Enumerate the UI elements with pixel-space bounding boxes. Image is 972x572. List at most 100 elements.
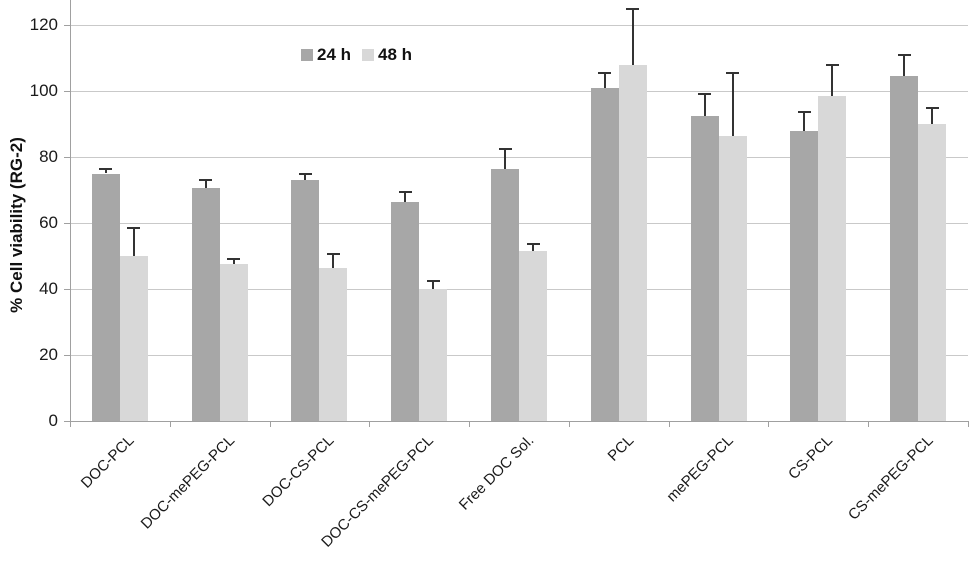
error-bar-stem-48h-4 xyxy=(532,244,534,252)
x-axis-label: DOC-CS-PCL xyxy=(259,432,338,511)
x-tick xyxy=(469,422,471,427)
bar-48h-3 xyxy=(419,289,448,421)
error-bar-stem-24h-4 xyxy=(504,148,506,169)
bar-24h-3 xyxy=(391,201,420,421)
error-bar-cap-24h-0 xyxy=(99,167,113,170)
x-tick xyxy=(868,422,870,427)
x-tick xyxy=(668,422,670,427)
x-tick xyxy=(968,422,969,427)
error-bar-cap-24h-7 xyxy=(797,111,811,114)
legend-label-24h: 24 h xyxy=(317,45,352,64)
y-tick xyxy=(64,420,70,422)
error-bar-stem-48h-1 xyxy=(232,259,235,265)
error-bar-stem-24h-0 xyxy=(104,168,107,174)
bar-48h-2 xyxy=(319,267,348,421)
x-axis-line xyxy=(70,421,969,422)
error-bar-cap-48h-8 xyxy=(925,106,939,109)
error-bar-stem-24h-2 xyxy=(304,173,307,181)
error-bar-cap-48h-2 xyxy=(326,253,340,256)
y-tick-label: 80 xyxy=(39,147,58,166)
error-bar-stem-24h-1 xyxy=(204,180,207,189)
gridline-120 xyxy=(70,24,968,26)
legend-label-48h: 48 h xyxy=(378,45,413,64)
bar-24h-0 xyxy=(91,173,120,421)
bar-48h-8 xyxy=(918,124,947,421)
bar-24h-5 xyxy=(590,87,619,421)
x-axis-label: Free DOC Sol. xyxy=(455,432,538,514)
y-tick xyxy=(64,156,70,158)
gridline-100 xyxy=(70,90,968,92)
y-tick-label: 100 xyxy=(29,81,58,100)
bar-24h-2 xyxy=(291,180,320,421)
error-bar-cap-48h-5 xyxy=(626,7,640,10)
gridline-60 xyxy=(70,222,968,224)
x-axis-label: DOC-mePEG-PCL xyxy=(137,432,238,533)
bar-48h-7 xyxy=(818,95,847,421)
x-axis-label: mePEG-PCL xyxy=(663,432,737,506)
bar-24h-4 xyxy=(491,168,519,421)
error-bar-stem-24h-5 xyxy=(603,72,606,88)
y-tick-label: 120 xyxy=(29,15,58,34)
bar-24h-6 xyxy=(690,115,719,421)
x-tick xyxy=(768,422,770,427)
legend-swatch-24h-icon xyxy=(301,49,313,61)
bar-48h-1 xyxy=(219,264,248,421)
x-axis-label: CS-mePEG-PCL xyxy=(844,432,937,524)
error-bar-stem-24h-7 xyxy=(803,112,806,131)
y-tick xyxy=(64,222,70,224)
error-bar-cap-24h-2 xyxy=(298,172,312,175)
error-bar-stem-48h-3 xyxy=(432,280,435,289)
error-bar-stem-24h-6 xyxy=(703,94,706,116)
bar-24h-7 xyxy=(790,130,819,421)
bar-48h-6 xyxy=(718,135,747,421)
x-tick xyxy=(70,422,71,427)
x-tick xyxy=(269,422,271,427)
legend-item-48h: 48 h xyxy=(362,45,412,65)
error-bar-stem-48h-2 xyxy=(332,254,335,268)
legend-item-24h: 24 h xyxy=(301,45,351,65)
x-axis-label: DOC-CS-mePEG-PCL xyxy=(318,432,438,551)
x-tick xyxy=(369,422,371,427)
bar-48h-0 xyxy=(119,256,148,421)
y-tick-label: 40 xyxy=(39,279,58,298)
y-axis-line xyxy=(70,0,71,422)
error-bar-cap-48h-6 xyxy=(726,71,740,74)
bar-24h-1 xyxy=(191,188,220,421)
y-tick xyxy=(64,354,70,356)
error-bar-stem-48h-0 xyxy=(132,227,135,256)
y-tick xyxy=(64,24,70,26)
error-bar-cap-48h-0 xyxy=(127,226,141,229)
y-tick xyxy=(64,288,70,290)
x-axis-label: CS-PCL xyxy=(785,432,837,483)
error-bar-stem-48h-8 xyxy=(931,107,934,124)
x-tick xyxy=(169,422,171,427)
error-bar-cap-24h-3 xyxy=(398,190,412,193)
y-tick-label: 20 xyxy=(39,345,58,364)
error-bar-cap-24h-6 xyxy=(698,93,712,96)
x-axis-label: DOC-PCL xyxy=(78,432,138,492)
error-bar-stem-24h-8 xyxy=(903,54,906,77)
error-bar-cap-48h-7 xyxy=(825,63,839,66)
error-bar-stem-24h-3 xyxy=(404,191,407,202)
bar-48h-5 xyxy=(618,64,647,421)
legend-swatch-48h-icon xyxy=(362,49,375,61)
error-bar-stem-48h-7 xyxy=(831,64,834,96)
gridline-80 xyxy=(70,156,968,158)
y-tick-label: 0 xyxy=(48,411,58,430)
error-bar-cap-24h-8 xyxy=(897,53,911,56)
bar-24h-8 xyxy=(890,76,919,421)
legend: 24 h 48 h xyxy=(301,45,412,65)
x-axis-label: PCL xyxy=(604,432,637,465)
error-bar-stem-48h-5 xyxy=(631,8,634,65)
error-bar-cap-24h-4 xyxy=(498,147,512,150)
bar-48h-4 xyxy=(519,251,547,421)
y-tick xyxy=(64,90,70,92)
error-bar-cap-24h-1 xyxy=(199,179,213,182)
error-bar-cap-24h-5 xyxy=(598,71,612,74)
error-bar-cap-48h-3 xyxy=(426,279,440,282)
error-bar-stem-48h-6 xyxy=(731,72,734,136)
y-tick-label: 60 xyxy=(39,213,58,232)
error-bar-cap-48h-4 xyxy=(526,243,540,246)
error-bar-cap-48h-1 xyxy=(227,258,241,261)
